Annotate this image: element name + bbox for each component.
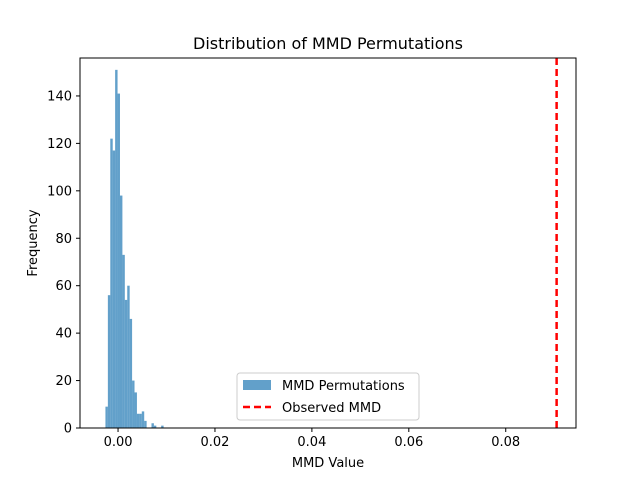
histogram-bar-16 <box>144 420 147 428</box>
y-tick-label-4: 80 <box>55 232 72 247</box>
legend-label-permutations: MMD Permutations <box>282 379 405 394</box>
x-tick-label-1: 0.02 <box>200 435 229 450</box>
y-tick-label-6: 120 <box>47 137 72 152</box>
histogram-bar-19 <box>151 423 154 428</box>
y-tick-label-5: 100 <box>47 184 72 199</box>
y-tick-label-0: 0 <box>64 422 72 437</box>
histogram-bar-15 <box>141 411 145 428</box>
x-tick-label-3: 0.06 <box>394 435 423 450</box>
histogram-bar-12 <box>134 392 137 428</box>
y-tick-label-7: 140 <box>47 89 72 104</box>
y-tick-label-3: 60 <box>55 279 72 294</box>
plot-frame <box>79 57 577 429</box>
y-tick-label-2: 40 <box>55 327 72 342</box>
histogram-bars <box>105 69 164 429</box>
y-tick-label-1: 20 <box>55 374 72 389</box>
x-tick-label-4: 0.08 <box>491 435 520 450</box>
legend-label-observed: Observed MMD <box>282 401 381 416</box>
histogram-bar-2 <box>110 138 113 428</box>
histogram-bar-11 <box>132 380 135 428</box>
legend-swatch-permutations <box>243 380 271 390</box>
y-axis-label: Frequency <box>26 209 41 276</box>
histogram-bar-1 <box>107 295 111 428</box>
x-tick-label-2: 0.04 <box>297 435 326 450</box>
histogram-bar-0 <box>105 406 108 428</box>
histogram-bar-3 <box>112 150 116 428</box>
legend-box <box>236 372 420 421</box>
y-axis-ticks: 0 20 40 60 80 100 120 140 <box>47 89 80 437</box>
histogram-bar-20 <box>153 425 157 428</box>
x-tick-label-0: 0.00 <box>104 435 133 450</box>
histogram-bar-14 <box>139 413 142 428</box>
histogram-bar-7 <box>122 254 125 428</box>
legend: MMD Permutations Observed MMD <box>236 372 420 421</box>
histogram-bar-9 <box>127 285 130 428</box>
histogram-bar-10 <box>129 318 133 428</box>
histogram-bar-5 <box>117 93 120 428</box>
histogram-bar-8 <box>124 299 128 428</box>
x-axis-ticks: 0.00 0.02 0.04 0.06 0.08 <box>104 428 520 450</box>
histogram-bar-13 <box>136 413 140 428</box>
histogram-bar-4 <box>115 69 118 429</box>
histogram-bar-23 <box>161 425 164 428</box>
x-axis-label: MMD Value <box>292 456 364 471</box>
histogram-bar-6 <box>119 195 123 428</box>
chart-title: Distribution of MMD Permutations <box>193 34 463 53</box>
